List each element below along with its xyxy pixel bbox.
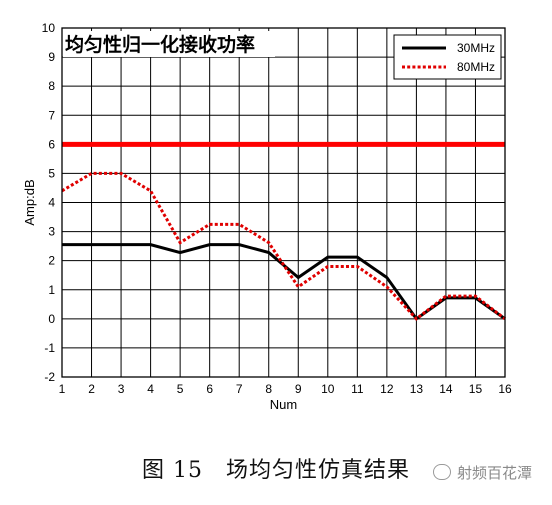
legend-label: 30MHz	[457, 41, 495, 55]
x-axis-label: Num	[270, 397, 297, 412]
y-tick-label: 7	[48, 108, 55, 122]
watermark: 射频百花潭	[432, 462, 532, 483]
y-tick-label: 3	[48, 225, 55, 239]
x-tick-label: 15	[469, 382, 483, 396]
x-tick-label: 16	[498, 382, 512, 396]
title-background	[63, 31, 275, 57]
x-tick-label: 7	[236, 382, 243, 396]
x-tick-label: 14	[439, 382, 453, 396]
y-tick-label: 4	[48, 196, 55, 210]
y-tick-label: 1	[48, 283, 55, 297]
plot-frame	[61, 27, 506, 378]
x-tick-label: 2	[88, 382, 95, 396]
y-tick-label: 10	[42, 21, 56, 35]
x-tick-label: 10	[321, 382, 335, 396]
x-tick-label: 12	[380, 382, 394, 396]
x-tick-label: 6	[206, 382, 213, 396]
wechat-icon	[432, 464, 451, 480]
x-tick-label: 5	[177, 382, 184, 396]
x-tick-label: 13	[410, 382, 424, 396]
x-tick-label: 4	[147, 382, 154, 396]
y-tick-label: 2	[48, 254, 55, 268]
x-tick-label: 1	[59, 382, 66, 396]
watermark-text: 射频百花潭	[456, 464, 532, 482]
y-tick-label: -1	[44, 341, 55, 355]
chart-title: 均匀性归一化接收功率	[65, 33, 255, 56]
y-tick-label: 0	[48, 312, 55, 326]
y-tick-label: 5	[48, 166, 55, 180]
x-tick-label: 9	[295, 382, 302, 396]
figure-caption: 图 15 场均匀性仿真结果	[142, 458, 410, 483]
y-tick-label: 6	[48, 137, 55, 151]
x-tick-label: 8	[265, 382, 272, 396]
x-tick-label: 11	[351, 382, 364, 396]
x-tick-label: 3	[118, 382, 125, 396]
y-tick-label: 9	[48, 50, 55, 64]
y-axis-label: Amp:dB	[22, 179, 37, 225]
legend-box	[393, 34, 502, 80]
y-tick-label: -2	[44, 370, 55, 384]
series-line-80MHz	[61, 171, 506, 321]
y-tick-label: 8	[48, 79, 55, 93]
legend-label: 80MHz	[457, 60, 495, 74]
chart: 1 2 3 4 5 6 7 8 9 10 11 12 13 14 15 16-2-1012345678910N…	[22, 21, 512, 412]
